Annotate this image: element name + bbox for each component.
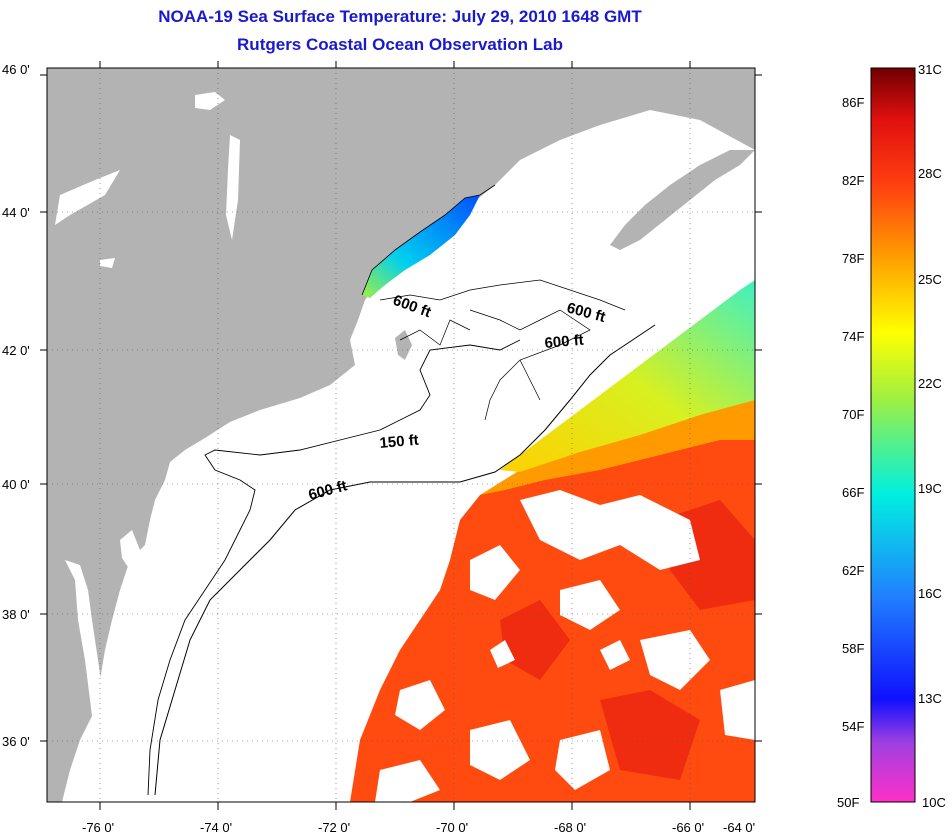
contour-line — [154, 324, 656, 796]
lon-tick-label: -70 0' — [436, 820, 468, 835]
lat-tick-label: 44 0' — [2, 205, 30, 220]
lon-tick-label: -64 0' — [723, 820, 755, 835]
colorbar-c-label: 19C — [918, 481, 942, 496]
colorbar-f-label: 82F — [842, 173, 864, 188]
colorbar-c-label: 22C — [918, 376, 942, 391]
lat-tick-label: 36 0' — [2, 734, 30, 749]
contour-label: 600 ft — [544, 332, 585, 352]
hot-water-patch — [500, 500, 755, 780]
colorbar — [870, 67, 916, 803]
colorbar-f-label: 62F — [842, 563, 864, 578]
colorbar-c-label: 25C — [918, 272, 942, 287]
colorbar-f-label: 78F — [842, 251, 864, 266]
land-mass-nova-scotia — [610, 150, 755, 250]
coastal-outline — [361, 184, 496, 296]
chesapeake-bay — [65, 560, 110, 760]
slope-water-region — [500, 280, 755, 472]
lon-tick-label: -68 0' — [554, 820, 586, 835]
land-mass-us — [47, 68, 755, 802]
lon-tick-label: -76 0' — [82, 820, 114, 835]
lon-tick-label: -74 0' — [200, 820, 232, 835]
contour-label: 150 ft — [379, 432, 420, 452]
cold-water-region — [362, 195, 480, 298]
lat-tick-label: 42 0' — [2, 343, 30, 358]
colorbar-f-label: 74F — [842, 329, 864, 344]
delaware-bay — [120, 530, 140, 570]
colorbar-c-label: 13C — [918, 691, 942, 706]
colorbar-c-label: 10C — [922, 795, 946, 810]
map-subtitle: Rutgers Coastal Ocean Observation Lab — [237, 35, 563, 54]
colorbar-f-label: 58F — [842, 641, 864, 656]
graticule — [47, 68, 755, 802]
colorbar-f-label: 86F — [842, 95, 864, 110]
colorbar-f-label: 66F — [842, 485, 864, 500]
colorbar-f-label: 54F — [842, 719, 864, 734]
lon-tick-label: -72 0' — [318, 820, 350, 835]
contour-line — [379, 279, 626, 421]
colorbar-f-label: 50F — [837, 795, 859, 810]
lat-tick-label: 46 0' — [2, 62, 30, 77]
lat-tick-label: 40 0' — [2, 477, 30, 492]
land-cape-cod — [395, 330, 412, 360]
map-title: NOAA-19 Sea Surface Temperature: July 29… — [158, 7, 642, 26]
colorbar-f-label: 70F — [842, 407, 864, 422]
mid-water-band — [480, 395, 755, 495]
plot-frame — [46, 67, 756, 803]
contour-line — [147, 339, 521, 796]
colorbar-c-label: 31C — [918, 62, 942, 77]
colorbar-c-label: 28C — [918, 166, 942, 181]
lon-tick-label: -66 0' — [672, 820, 704, 835]
cloud-gaps — [375, 490, 755, 802]
land-long-island — [210, 415, 305, 448]
axis-ticks — [40, 61, 762, 810]
lat-tick-label: 38 0' — [2, 607, 30, 622]
colorbar-c-label: 16C — [918, 586, 942, 601]
